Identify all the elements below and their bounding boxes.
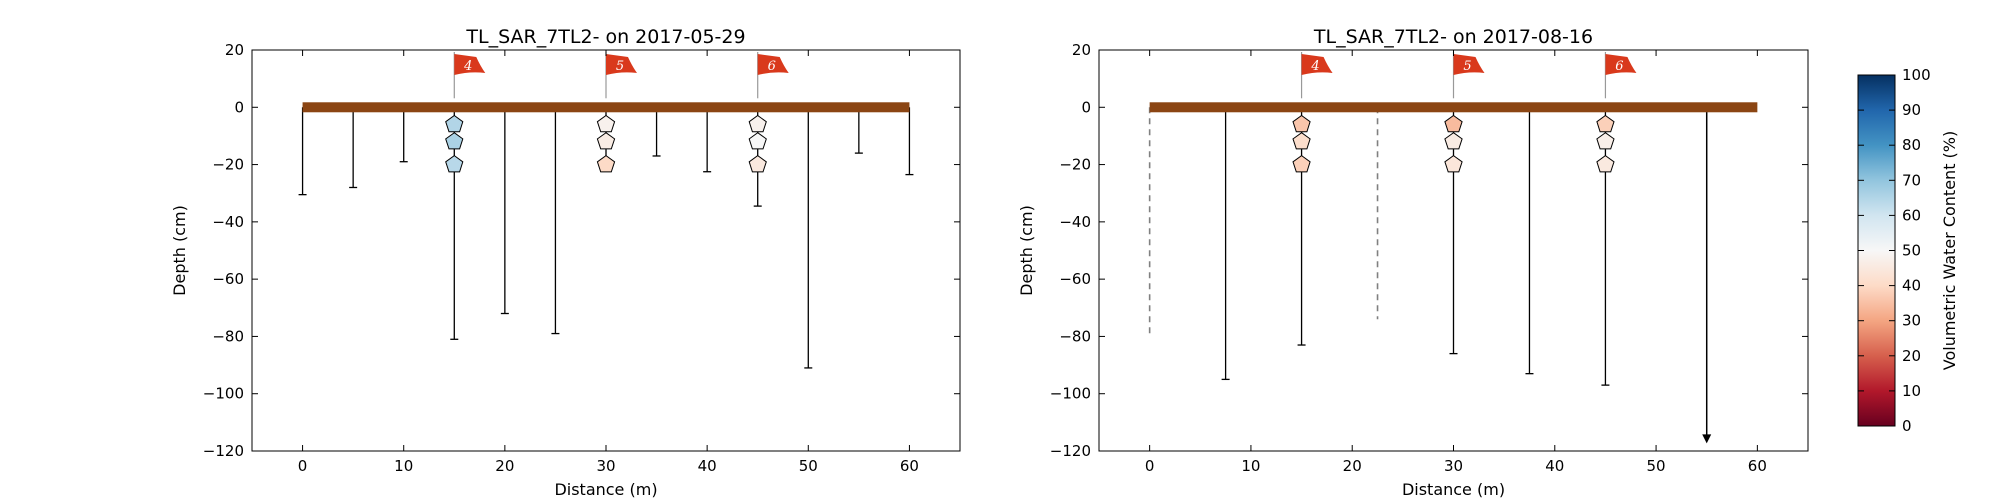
colorbar-tick-label: 10 [1902,382,1921,400]
x-tick-label: 0 [1145,457,1155,475]
flag-label: 5 [616,59,624,74]
x-tick-label: 40 [1545,457,1564,475]
y-tick-label: −120 [1050,442,1091,460]
moisture-sensor [445,114,464,133]
chart-title: TL_SAR_7TL2- on 2017-08-16 [1313,26,1593,48]
flag [1301,54,1333,75]
colorbar-tick-label: 70 [1902,171,1921,189]
colorbar-tick-label: 20 [1902,347,1921,365]
moisture-sensor [1292,132,1311,150]
x-tick-label: 50 [1647,457,1666,475]
x-tick-label: 60 [1748,457,1767,475]
y-axis-label: Depth (cm) [1017,205,1036,296]
x-tick-label: 30 [596,457,615,475]
moisture-sensor [748,154,767,173]
y-tick-label: −20 [1059,156,1091,174]
flag-label: 6 [768,59,776,74]
moisture-sensor [445,154,464,173]
colorbar-gradient [1857,74,1896,427]
ground-bar [1149,102,1758,113]
moisture-sensor [596,132,616,150]
flag [1605,54,1637,75]
y-tick-label: −40 [1059,213,1091,231]
moisture-sensor [596,114,616,133]
x-tick-label: 20 [495,457,514,475]
y-tick-label: 0 [1081,98,1091,116]
chart-title: TL_SAR_7TL2- on 2017-05-29 [465,26,745,48]
flag-label: 5 [1463,59,1471,74]
moisture-sensor [748,114,767,133]
y-tick-label: −20 [212,156,244,174]
flag [1453,54,1485,75]
y-axis-label: Depth (cm) [170,205,189,296]
moisture-sensor [1444,114,1463,133]
moisture-sensor [1596,114,1615,133]
moisture-sensor [1596,132,1615,150]
moisture-sensor [748,132,767,150]
flag-label: 4 [1310,59,1319,74]
x-tick-label: 30 [1444,457,1463,475]
y-tick-label: −100 [203,385,244,403]
colorbar-tick-label: 40 [1902,277,1921,295]
chart-panel-right: 4 5 60 10 20 30 40 50 60200−20−40−60−80−100−120T… [1017,26,1809,499]
moisture-sensor [1292,154,1311,173]
x-tick-label: 60 [900,457,919,475]
y-tick-label: 20 [225,41,244,59]
x-axis-label: Distance (m) [554,480,657,499]
y-tick-label: −40 [212,213,244,231]
colorbar: 0 10 20 30 40 50 60 70 80 90 100 Volumetric Water C… [1857,66,1959,435]
colorbar-tick-label: 80 [1902,136,1921,154]
colorbar-tick-label: 30 [1902,312,1921,330]
flag [757,54,789,75]
moisture-sensor [1444,154,1463,173]
colorbar-tick-label: 90 [1902,101,1921,119]
colorbar-label: Volumetric Water Content (%) [1940,131,1959,370]
y-tick-label: −80 [1059,327,1091,345]
y-tick-label: −60 [1059,270,1091,288]
flag-label: 4 [463,59,472,74]
x-tick-label: 50 [799,457,818,475]
colorbar-tick-label: 100 [1902,66,1931,84]
colorbar-tick-label: 60 [1902,206,1921,224]
flag-label: 6 [1615,59,1623,74]
y-tick-label: −100 [1050,385,1091,403]
moisture-sensor [596,154,616,173]
x-tick-label: 40 [698,457,717,475]
colorbar-tick-label: 50 [1902,242,1921,260]
x-tick-label: 10 [394,457,413,475]
y-tick-label: −60 [212,270,244,288]
moisture-sensor [1292,114,1311,133]
moisture-sensor [1444,132,1463,150]
probe-arrowhead [1702,434,1712,444]
y-tick-label: 20 [1072,41,1091,59]
flag [606,54,637,75]
y-tick-label: 0 [234,98,244,116]
x-tick-label: 0 [298,457,308,475]
colorbar-tick-label: 0 [1902,417,1912,435]
chart-panel-left: 4 5 60 10 20 30 40 50 60200−20−40−60−80−100−120T… [170,26,961,499]
ground-bar [302,102,910,113]
y-tick-label: −80 [212,327,244,345]
moisture-sensor [445,132,464,150]
x-axis-label: Distance (m) [1402,480,1505,499]
y-tick-label: −120 [203,442,244,460]
moisture-sensor [1596,154,1615,173]
x-tick-label: 20 [1343,457,1362,475]
x-tick-label: 10 [1241,457,1260,475]
flag [454,54,486,75]
